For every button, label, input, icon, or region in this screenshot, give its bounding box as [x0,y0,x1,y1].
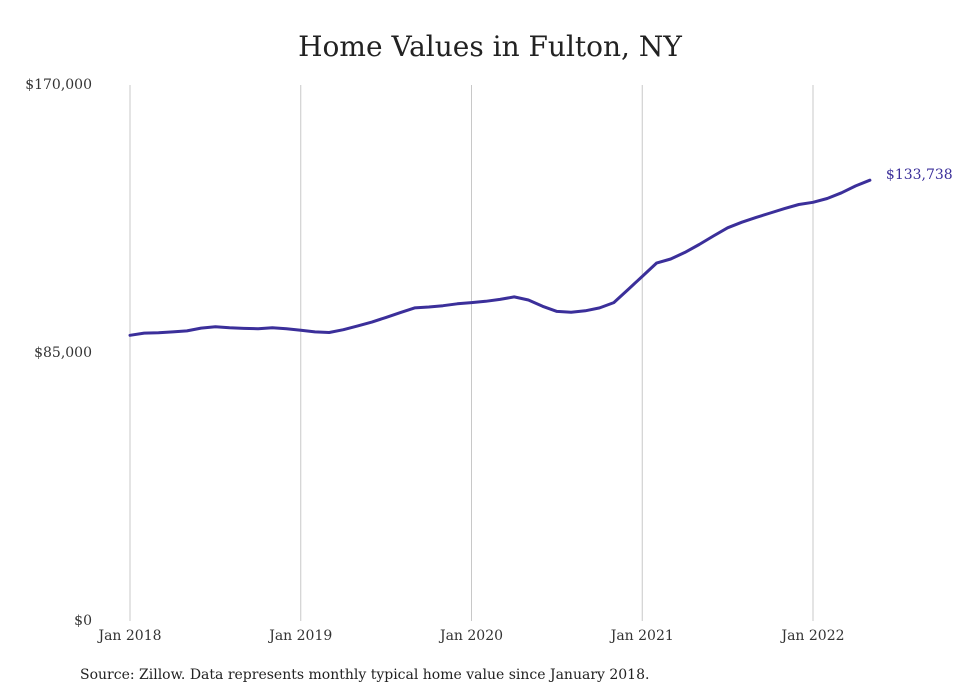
x-tick-label: Jan 2020 [438,628,503,644]
gridlines [129,85,814,621]
x-tick-label: Jan 2018 [96,628,161,644]
end-value-label: $133,738 [886,167,953,183]
x-tick-label: Jan 2019 [267,628,332,644]
x-axis-ticks: Jan 2018 Jan 2019 Jan 2020 Jan 2021 Jan 2022 [96,628,844,644]
y-tick-label: $0 [74,613,92,629]
y-axis-ticks: $0 $85,000 $170,000 [25,77,92,629]
chart-title: Home Values in Fulton, NY [298,30,682,63]
x-tick-label: Jan 2021 [609,628,674,644]
x-tick-label: Jan 2022 [779,628,844,644]
y-tick-label: $85,000 [34,345,92,361]
y-tick-label: $170,000 [25,77,92,93]
source-note: Source: Zillow. Data represents monthly … [80,667,650,683]
series-layer: $133,738 [128,167,953,337]
series-line [128,178,872,337]
